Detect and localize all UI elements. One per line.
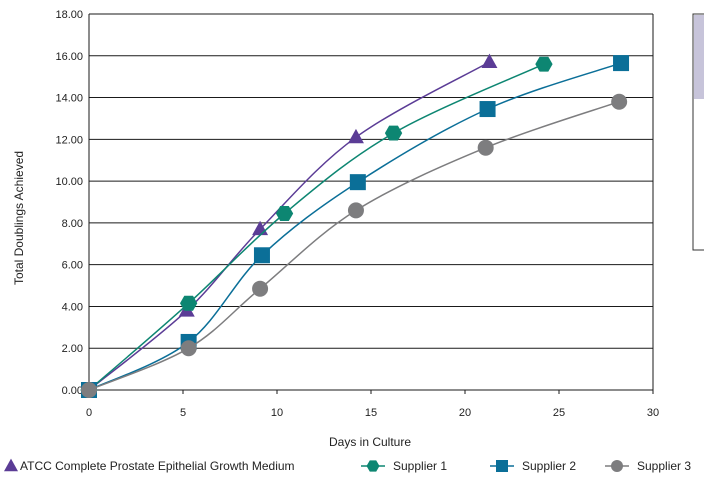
legend-item-supplier-3: Supplier 3 — [605, 459, 691, 473]
y-tick-label: 14.00 — [55, 93, 83, 105]
legend-label: Supplier 3 — [637, 459, 691, 473]
data-point — [180, 340, 197, 357]
series-supplier-1 — [80, 56, 553, 398]
x-tick-label: 15 — [365, 407, 377, 419]
axes: 0.00 2.00 4.00 6.00 8.00 10.00 12.00 14.00 16.00… — [55, 9, 659, 419]
y-tick-label: 16.00 — [55, 51, 83, 63]
data-point — [253, 247, 270, 264]
data-point — [384, 125, 403, 141]
data-point — [613, 55, 630, 72]
side-panel-border — [692, 13, 704, 251]
y-tick-label: 18.00 — [55, 9, 83, 21]
legend-item-supplier-2: Supplier 2 — [490, 459, 576, 473]
data-point — [275, 206, 294, 221]
legend-marker — [496, 460, 508, 472]
data-point — [481, 53, 498, 69]
y-tick-label: 2.00 — [62, 343, 83, 355]
y-axis-title: Total Doublings Achieved — [12, 151, 26, 285]
y-tick-label: 12.00 — [55, 134, 83, 146]
x-tick-label: 0 — [86, 407, 92, 419]
y-tick-label: 8.00 — [62, 218, 83, 230]
x-axis-title: Days in Culture — [329, 435, 411, 449]
legend-label: ATCC Complete Prostate Epithelial Growth… — [20, 459, 295, 473]
y-tick-label: 0.00 — [62, 385, 83, 397]
y-tick-label: 10.00 — [55, 176, 83, 188]
legend-marker — [611, 460, 623, 472]
data-point — [477, 139, 494, 156]
data-point — [535, 56, 553, 72]
legend: ATCC Complete Prostate Epithelial Growth… — [4, 458, 691, 473]
x-tick-label: 25 — [553, 407, 565, 419]
data-point — [252, 280, 269, 297]
side-panel-header — [694, 15, 704, 99]
data-point — [180, 295, 198, 311]
x-tick-label: 5 — [180, 407, 186, 419]
data-point — [611, 93, 628, 110]
data-point — [347, 128, 364, 144]
side-panel — [692, 13, 704, 251]
legend-item-atcc-complete-prostate-epithelial-growth-medium: ATCC Complete Prostate Epithelial Growth… — [4, 458, 295, 473]
series-supplier-3 — [81, 93, 628, 398]
legend-label: Supplier 1 — [393, 459, 447, 473]
legend-marker — [4, 458, 18, 472]
x-tick-label: 30 — [647, 407, 659, 419]
data-point — [81, 382, 97, 398]
data-point — [347, 202, 364, 219]
data-point — [479, 101, 496, 118]
x-tick-label: 10 — [271, 407, 283, 419]
series-group — [80, 53, 630, 398]
legend-label: Supplier 2 — [522, 459, 576, 473]
y-tick-label: 6.00 — [62, 260, 83, 272]
legend-item-supplier-1: Supplier 1 — [361, 459, 447, 473]
y-tick-label: 4.00 — [62, 301, 83, 313]
x-tick-label: 20 — [459, 407, 471, 419]
data-point — [349, 174, 366, 191]
legend-marker — [366, 460, 380, 472]
